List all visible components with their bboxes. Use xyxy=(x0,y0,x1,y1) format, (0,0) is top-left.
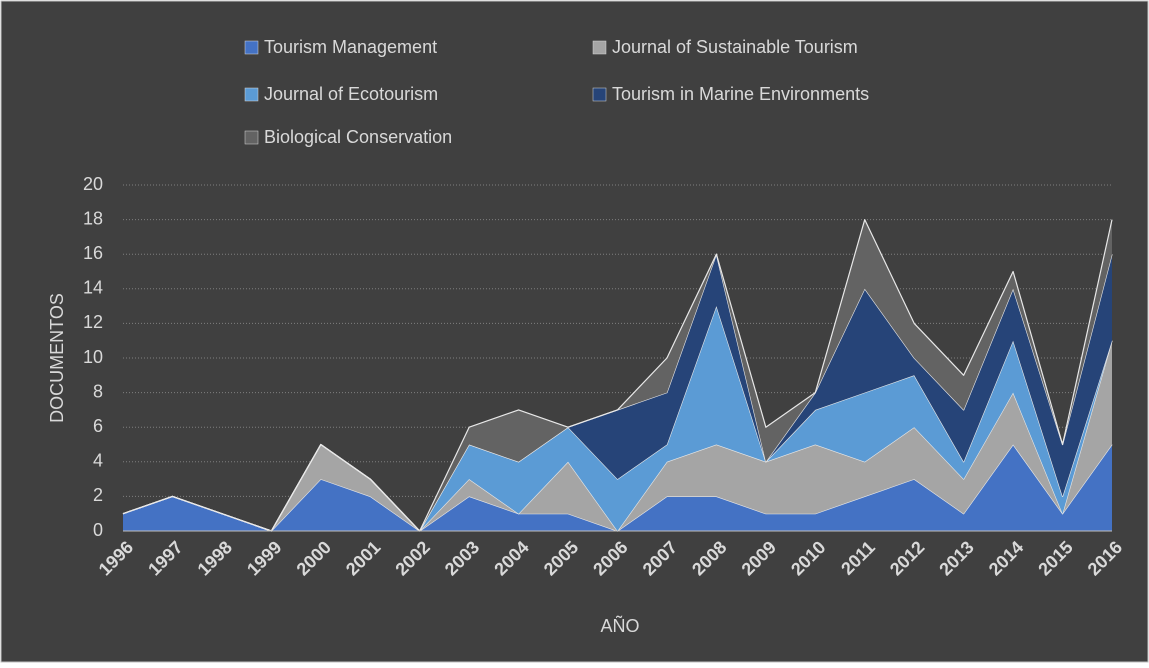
area-edge xyxy=(122,219,1113,532)
area xyxy=(123,444,1112,531)
y-tick-label: 8 xyxy=(93,381,103,401)
area xyxy=(123,306,1112,531)
y-tick-label: 18 xyxy=(83,208,103,228)
area xyxy=(123,254,1112,531)
legend-swatch xyxy=(244,87,259,102)
y-tick-label: 14 xyxy=(83,278,103,298)
y-tick-label: 20 xyxy=(83,174,103,194)
y-tick-label: 0 xyxy=(93,520,103,540)
y-tick-label: 10 xyxy=(83,347,103,367)
legend-swatch xyxy=(592,40,607,55)
legend-label: Tourism in Marine Environments xyxy=(612,84,869,104)
legend-label: Tourism Management xyxy=(264,37,437,57)
area xyxy=(123,340,1112,531)
y-tick-label: 12 xyxy=(83,312,103,332)
legend-label: Biological Conservation xyxy=(264,127,452,147)
y-tick-label: 4 xyxy=(93,451,103,471)
y-tick-label: 6 xyxy=(93,416,103,436)
legend-label: Journal of Ecotourism xyxy=(264,84,438,104)
legend-swatch xyxy=(244,130,259,145)
y-tick-label: 2 xyxy=(93,485,103,505)
y-tick-label: 16 xyxy=(83,243,103,263)
y-axis-label: DOCUMENTOS xyxy=(47,293,67,423)
legend-swatch xyxy=(592,87,607,102)
legend-label: Journal of Sustainable Tourism xyxy=(612,37,858,57)
x-axis-label: AÑO xyxy=(600,615,639,636)
legend-swatch xyxy=(244,40,259,55)
